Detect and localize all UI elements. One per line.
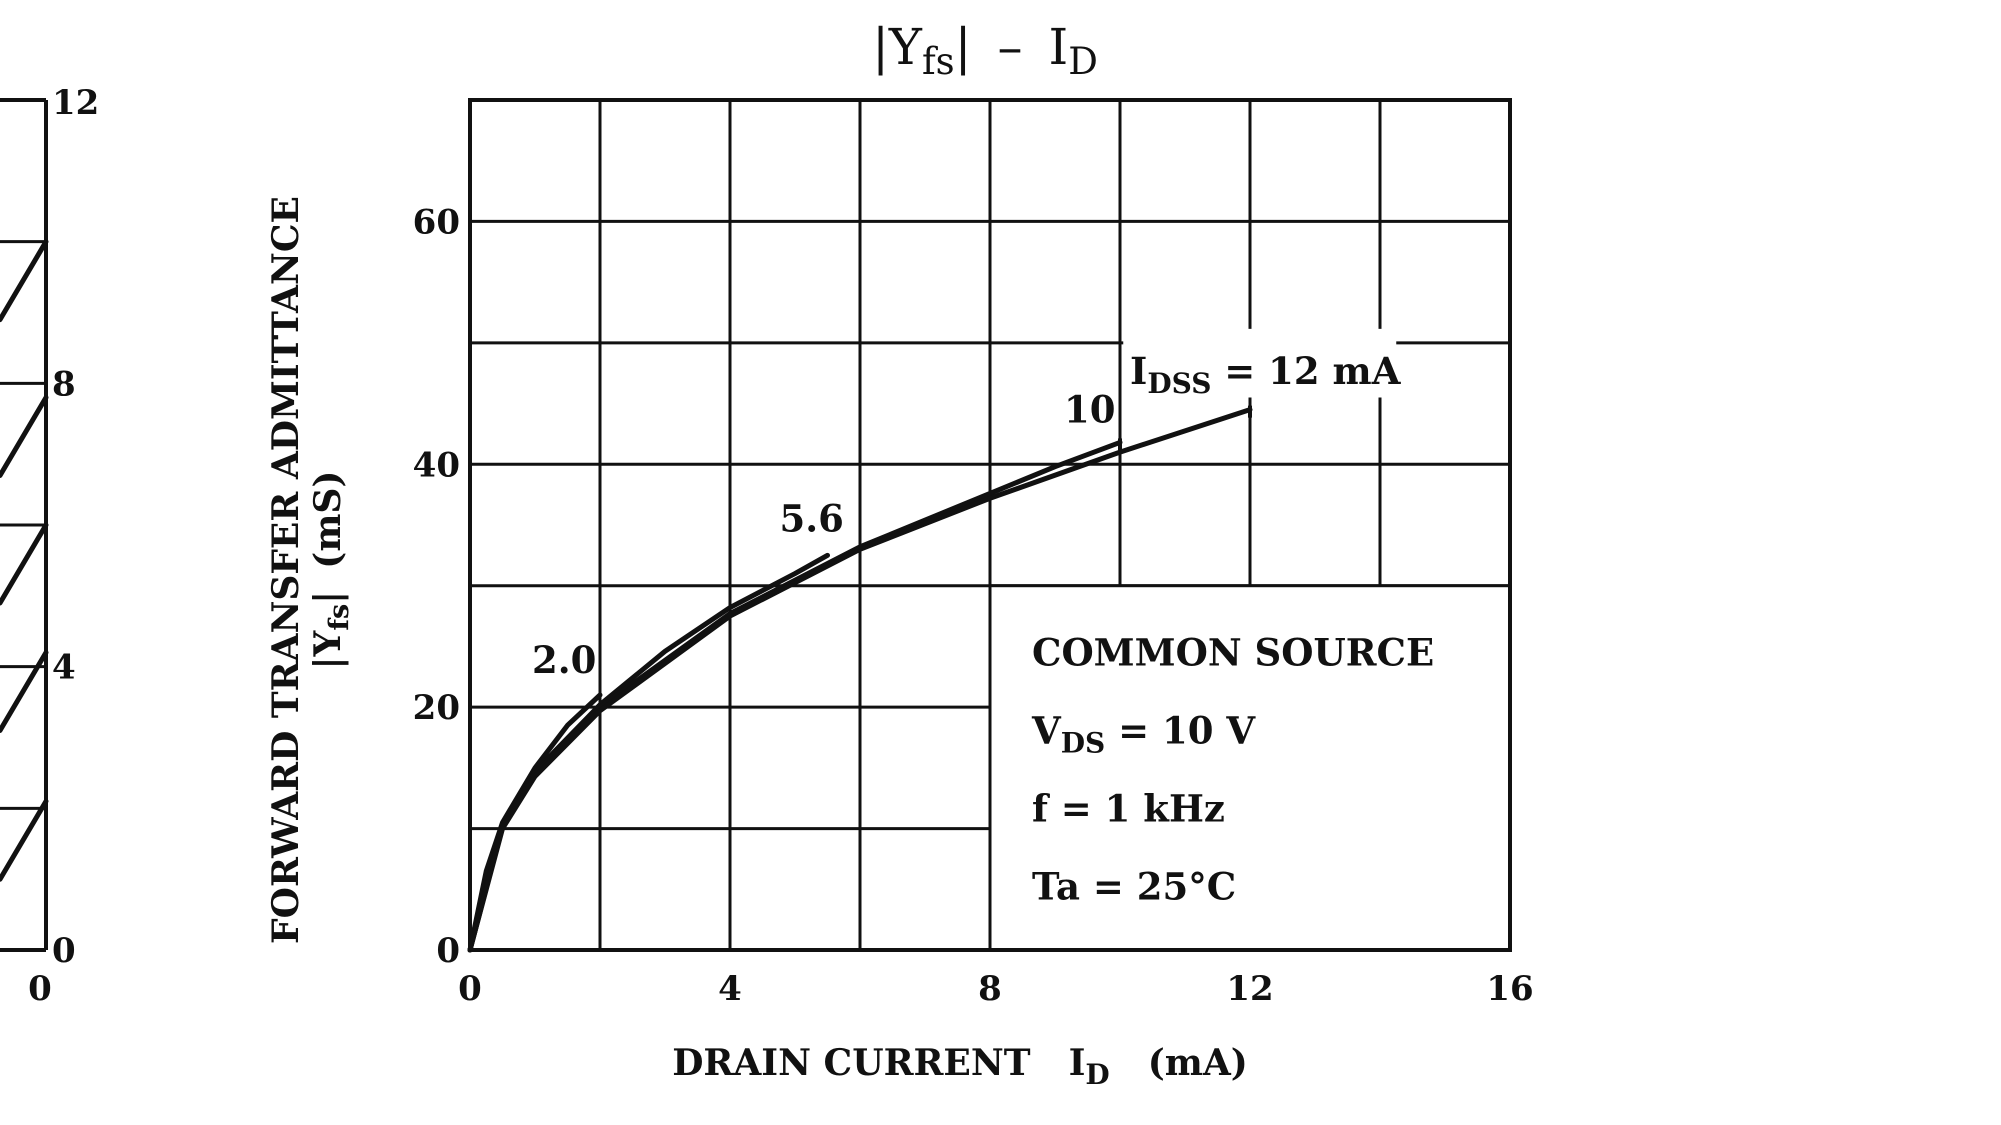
x-tick-labels: 0 4 8 12 16: [458, 969, 1534, 1009]
left-partial-y-tick-label: 4: [52, 648, 76, 688]
y-axis-label-symbol: |Y: [307, 629, 349, 669]
annotation-vds-symbol: V: [1031, 709, 1062, 753]
y-axis-label: FORWARD TRANSFER ADMITTANCE |Yfs| (mS): [265, 196, 355, 944]
idss-label-rest: = 12 mA: [1211, 349, 1401, 393]
y-tick-labels: 0 20 40 60: [413, 202, 460, 971]
left-partial-y-tick-label: 12: [52, 83, 99, 123]
left-partial-chart: 12 8 4 00: [0, 83, 99, 1009]
chart-title-right-sub: D: [1068, 40, 1098, 83]
idss-label-sub: DSS: [1147, 367, 1211, 400]
chart-title-left: |Y: [872, 18, 923, 76]
y-axis-label-symbol-sub: fs: [324, 604, 355, 631]
y-tick-label: 40: [413, 445, 460, 485]
left-partial-curve: [0, 522, 49, 606]
left-partial-curve: [0, 395, 49, 478]
y-axis-label-line1: FORWARD TRANSFER ADMITTANCE: [265, 196, 307, 944]
y-tick-label: 20: [413, 688, 460, 728]
annotation-common-source: COMMON SOURCE: [1032, 631, 1434, 675]
x-tick-label: 4: [718, 969, 742, 1009]
x-axis-label: DRAIN CURRENT ID (mA): [672, 1042, 1248, 1091]
chart-title-close: |: [955, 18, 972, 76]
annotation-vds-rest: = 10 V: [1105, 709, 1256, 753]
y-axis-label-symbol-close: |: [307, 591, 349, 604]
chart-title-left-sub: fs: [922, 40, 955, 83]
plot-frame: [468, 98, 1512, 952]
x-axis-label-unit: (mA): [1148, 1042, 1248, 1084]
curves: [467, 405, 1253, 953]
plot-area: 0 4 8 12 16 0 20 40 60 2.0 5.6 10 IDSS = 12 mA CO…: [413, 98, 1534, 1009]
svg-text:FORWARD TRANSFER ADMITTANCE: FORWARD TRANSFER ADMITTANCE: [265, 196, 307, 944]
series-labels: 2.0 5.6 10: [532, 387, 1116, 682]
left-partial-curve: [0, 650, 49, 733]
x-tick-label: 16: [1486, 969, 1533, 1009]
left-partial-curve: [0, 239, 49, 323]
x-tick-label: 12: [1226, 969, 1273, 1009]
x-tick-label: 0: [458, 969, 482, 1009]
annotation-temperature: Ta = 25°C: [1032, 865, 1236, 909]
curve-series-12: [467, 407, 1253, 953]
x-axis-label-sub: D: [1085, 1058, 1109, 1091]
x-tick-label: 8: [978, 969, 1002, 1009]
annotation-frequency: f = 1 kHz: [1032, 787, 1225, 831]
series-label-5.6: 5.6: [780, 496, 844, 540]
curve-series-5.6: [467, 552, 830, 953]
idss-label-background: [1123, 328, 1397, 398]
series-label-10: 10: [1064, 387, 1116, 431]
series-label-2.0: 2.0: [532, 638, 596, 682]
left-partial-curve: [0, 798, 49, 882]
svg-text:|Yfs|(mS): |Yfs| (mS): [307, 471, 355, 670]
idss-label: IDSS = 12 mA: [1130, 349, 1402, 400]
chart-title-right: I: [1048, 18, 1068, 76]
left-partial-x-tick-label: 0: [28, 969, 52, 1009]
chart-title: |Yfs| – ID: [872, 18, 1098, 83]
annotation-vds: VDS = 10 V: [1031, 709, 1256, 760]
left-partial-y-tick-label: 8: [52, 364, 76, 404]
y-axis-label-unit: (mS): [307, 471, 349, 569]
left-partial-y-tick-label: 0: [52, 931, 76, 971]
annotation-vds-sub: DS: [1061, 727, 1106, 760]
x-axis-label-text: DRAIN CURRENT: [672, 1042, 1031, 1084]
chart-title-dash: –: [997, 18, 1022, 76]
y-tick-label: 0: [436, 931, 460, 971]
idss-label-symbol: I: [1130, 349, 1147, 393]
x-axis-label-symbol: I: [1069, 1042, 1086, 1084]
y-tick-label: 60: [413, 202, 460, 242]
